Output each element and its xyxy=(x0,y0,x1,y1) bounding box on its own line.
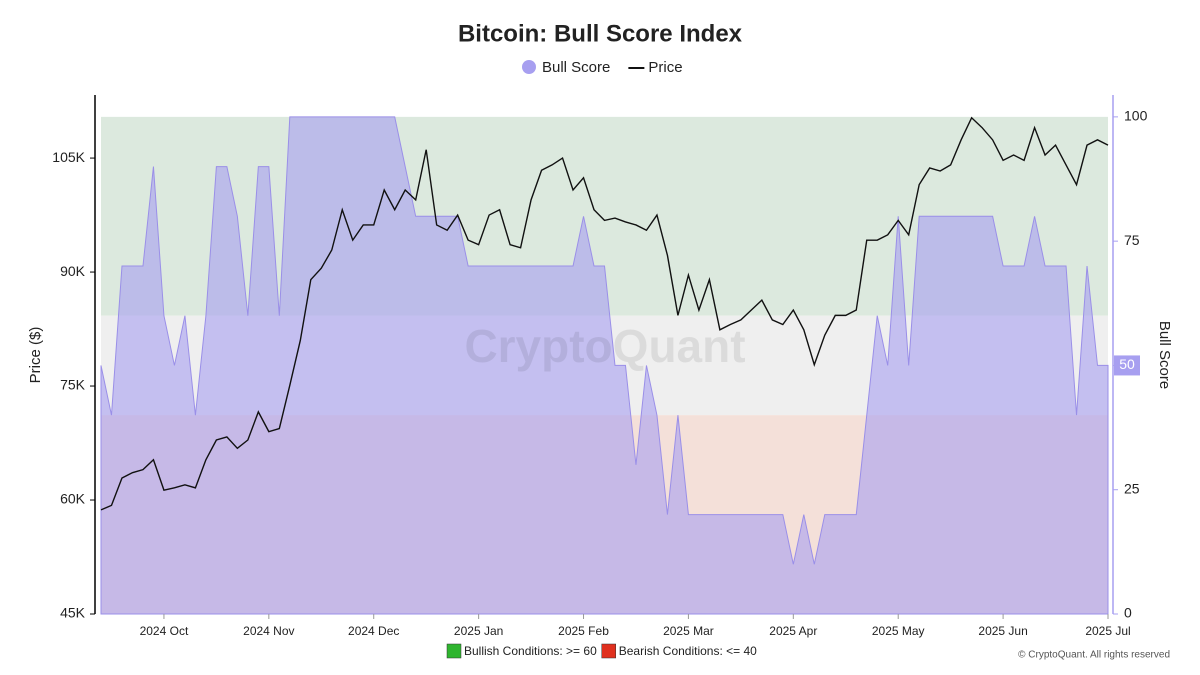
x-tick-label: 2024 Oct xyxy=(140,624,189,638)
x-tick-label: 2025 Jan xyxy=(454,624,503,638)
x-tick-label: 2025 May xyxy=(872,624,925,638)
last-value-badge xyxy=(1114,355,1140,376)
y2-tick-label: 25 xyxy=(1124,480,1140,496)
watermark: CryptoQuant xyxy=(464,320,745,372)
y-tick-label: 105K xyxy=(52,149,85,165)
zone-legend-swatch xyxy=(601,643,616,659)
legend-swatch xyxy=(522,60,536,74)
chart-title: Bitcoin: Bull Score Index xyxy=(458,20,743,47)
legend-label[interactable]: Price xyxy=(648,59,682,76)
y2-axis-title: Bull Score xyxy=(1156,321,1173,389)
y-tick-label: 90K xyxy=(60,263,86,279)
zone-legend-label: Bearish Conditions: <= 40 xyxy=(619,644,757,658)
price-line xyxy=(100,116,1109,511)
credit: © CryptoQuant. All rights reserved xyxy=(1018,650,1170,661)
zone-legend-label: Bullish Conditions: >= 60 xyxy=(464,644,597,658)
legend-label[interactable]: Bull Score xyxy=(542,59,610,76)
x-tick-label: 2024 Nov xyxy=(243,624,294,638)
x-tick-label: 2025 Jul xyxy=(1085,624,1130,638)
last-value-label: 50 xyxy=(1119,356,1135,372)
y2-tick-label: 75 xyxy=(1124,232,1140,248)
y2-tick-label: 100 xyxy=(1124,108,1148,124)
y-axis-title: Price ($) xyxy=(27,327,44,384)
zone-legend-swatch xyxy=(446,643,462,659)
y-tick-label: 75K xyxy=(60,377,86,393)
y-tick-label: 60K xyxy=(60,491,86,507)
x-tick-label: 2025 Apr xyxy=(769,624,817,638)
x-tick-label: 2025 Mar xyxy=(663,624,714,638)
x-tick-label: 2024 Dec xyxy=(348,624,399,638)
y-tick-label: 45K xyxy=(60,605,86,621)
x-tick-label: 2025 Feb xyxy=(558,624,609,638)
x-tick-label: 2025 Jun xyxy=(978,624,1027,638)
y2-tick-label: 0 xyxy=(1124,605,1132,621)
plot xyxy=(100,116,1109,615)
